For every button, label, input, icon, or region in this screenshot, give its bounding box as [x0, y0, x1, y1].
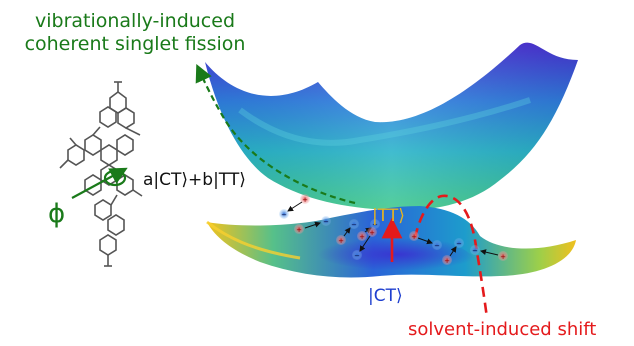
rotation-indicator: [71, 167, 128, 199]
title-line-2: coherent singlet fission: [25, 33, 246, 55]
svg-text:−: −: [281, 211, 287, 219]
svg-text:−: −: [472, 247, 478, 255]
svg-text:−: −: [456, 240, 462, 248]
solvent-shift-label: solvent-induced shift: [408, 319, 596, 340]
dipole: + −: [409, 231, 442, 250]
dipole: + −: [357, 219, 380, 241]
dipole: + −: [336, 219, 359, 245]
svg-text:−: −: [372, 221, 378, 229]
solvent-dipoles: + − − + + − + − + − + − +: [279, 194, 508, 265]
superposition-label: a|CT⟩+b|TT⟩: [143, 170, 246, 190]
svg-text:−: −: [351, 221, 357, 229]
svg-text:+: +: [444, 257, 450, 265]
molecule-structure: [59, 81, 143, 267]
svg-text:+: +: [302, 196, 308, 204]
phi-label: ϕ: [48, 199, 65, 229]
coherent-path-arrow: [195, 64, 356, 205]
svg-text:+: +: [500, 253, 506, 261]
solvent-shift-curve: [413, 194, 489, 319]
dipole: − +: [294, 216, 331, 234]
tt-state-label: |TT⟩: [372, 206, 405, 226]
svg-text:+: +: [338, 237, 344, 245]
upper-potential-surface: [205, 42, 578, 211]
svg-text:+: +: [359, 233, 365, 241]
ct-state-label: |CT⟩: [368, 286, 403, 306]
svg-text:+: +: [411, 233, 417, 241]
svg-text:−: −: [323, 218, 329, 226]
svg-text:+: +: [296, 226, 302, 234]
dipole: − +: [470, 245, 508, 261]
svg-text:+: +: [369, 229, 375, 237]
svg-text:−: −: [434, 242, 440, 250]
dipole: + −: [442, 238, 464, 265]
dipole: + −: [352, 227, 377, 260]
svg-text:−: −: [354, 252, 360, 260]
title-line-1: vibrationally-induced: [35, 10, 235, 32]
dipole: + −: [279, 194, 310, 219]
